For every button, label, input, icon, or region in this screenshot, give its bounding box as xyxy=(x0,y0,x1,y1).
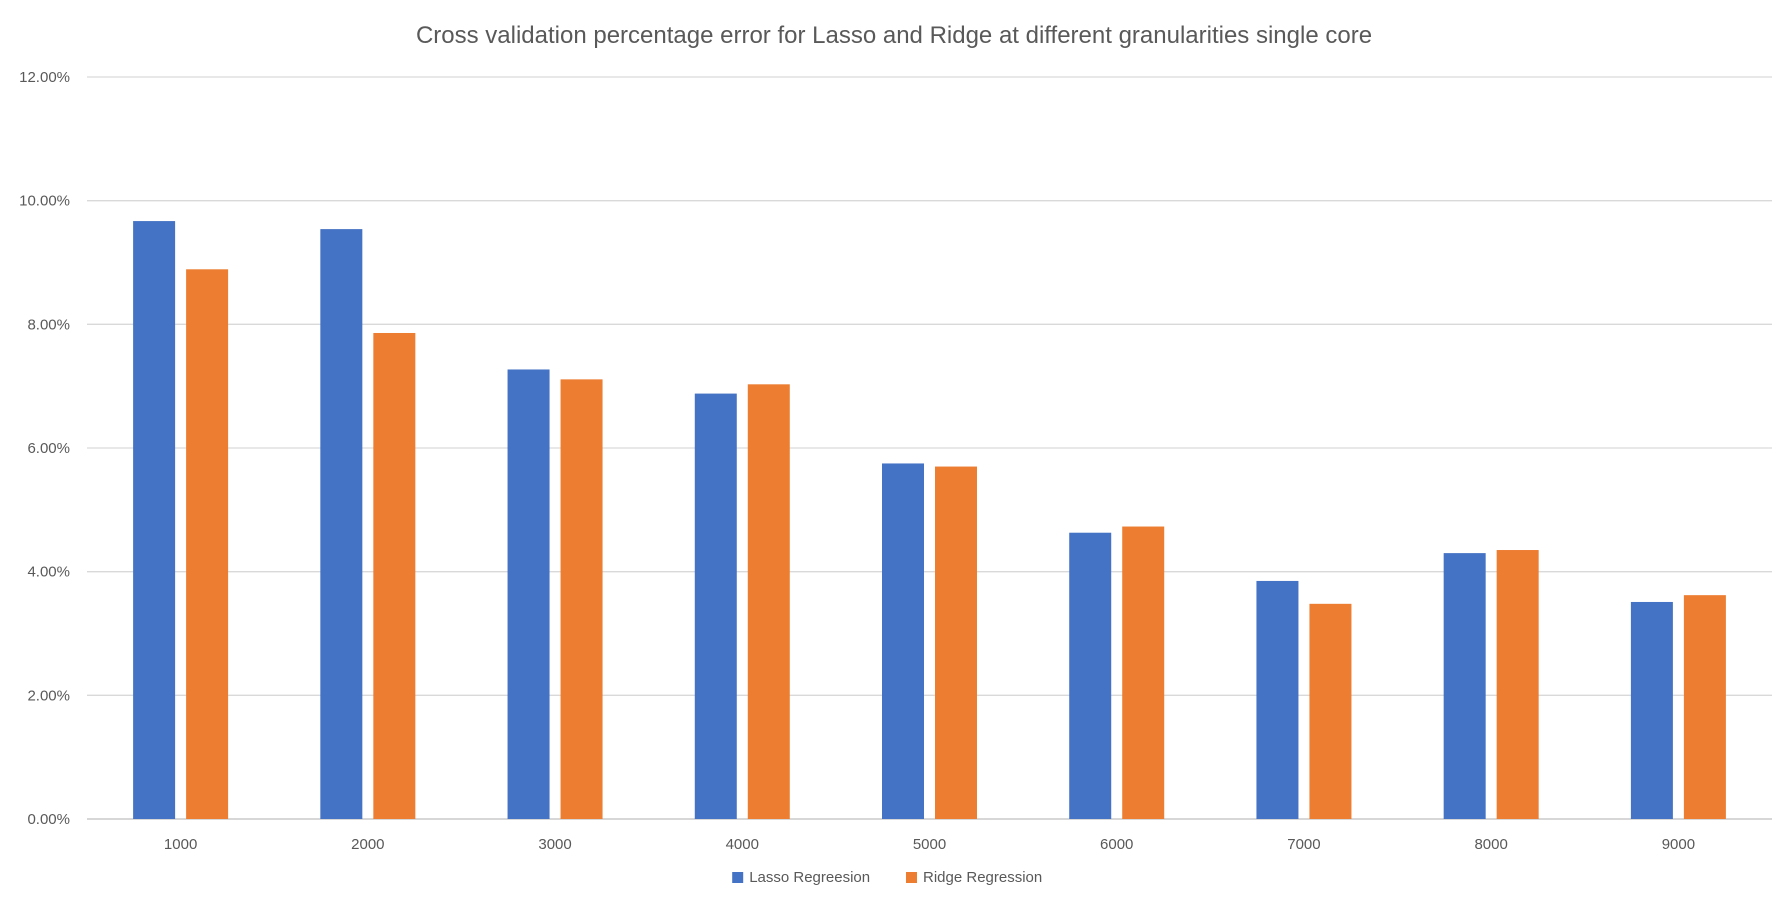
legend: Lasso Regreesion Ridge Regression xyxy=(732,869,1042,886)
bar-ridge-9000 xyxy=(1683,595,1726,819)
bar-ridge-8000 xyxy=(1496,550,1539,819)
y-tick-label: 12.00% xyxy=(19,69,70,86)
x-axis-tick-labels: 1000 2000 3000 4000 5000 6000 7000 8000 9000 xyxy=(164,836,1695,853)
legend-label-ridge: Ridge Regression xyxy=(923,869,1042,886)
legend-swatch-ridge xyxy=(906,872,917,883)
bar-lasso-6000 xyxy=(1069,532,1112,819)
bar-lasso-3000 xyxy=(507,369,550,819)
bar-ridge-2000 xyxy=(373,332,416,819)
legend-label-lasso: Lasso Regreesion xyxy=(749,869,870,886)
bar-lasso-2000 xyxy=(320,229,363,820)
bar-lasso-5000 xyxy=(882,463,924,819)
y-tick-label: 4.00% xyxy=(27,564,70,581)
x-tick-label: 2000 xyxy=(351,836,384,853)
bar-ridge-4000 xyxy=(747,384,790,819)
gridlines xyxy=(87,76,1772,820)
bar-ridge-5000 xyxy=(935,466,977,819)
y-tick-label: 10.00% xyxy=(19,193,70,210)
x-tick-label: 3000 xyxy=(538,836,571,853)
x-tick-label: 8000 xyxy=(1474,836,1507,853)
x-tick-label: 6000 xyxy=(1100,836,1133,853)
x-tick-label: 7000 xyxy=(1287,836,1320,853)
x-tick-label: 9000 xyxy=(1662,836,1695,853)
y-tick-label: 6.00% xyxy=(27,440,70,457)
bar-lasso-4000 xyxy=(694,393,737,819)
bar-ridge-1000 xyxy=(186,269,229,820)
x-tick-label: 5000 xyxy=(913,836,946,853)
bars xyxy=(133,221,1726,820)
bar-ridge-3000 xyxy=(560,379,603,819)
bar-lasso-7000 xyxy=(1256,580,1299,819)
x-tick-label: 1000 xyxy=(164,836,197,853)
x-tick-label: 4000 xyxy=(726,836,759,853)
bar-lasso-1000 xyxy=(133,221,176,820)
bar-ridge-6000 xyxy=(1122,526,1165,819)
bar-ridge-7000 xyxy=(1309,603,1352,819)
y-tick-label: 0.00% xyxy=(27,811,70,828)
legend-swatch-lasso xyxy=(732,872,744,883)
y-tick-label: 8.00% xyxy=(27,316,70,333)
y-tick-label: 2.00% xyxy=(27,687,70,704)
bar-lasso-9000 xyxy=(1630,601,1673,819)
bar-lasso-8000 xyxy=(1443,553,1486,819)
y-axis-tick-labels: 0.00% 2.00% 4.00% 6.00% 8.00% 10.00% 12.00% xyxy=(19,69,70,828)
chart-title: Cross validation percentage error for La… xyxy=(416,22,1372,49)
